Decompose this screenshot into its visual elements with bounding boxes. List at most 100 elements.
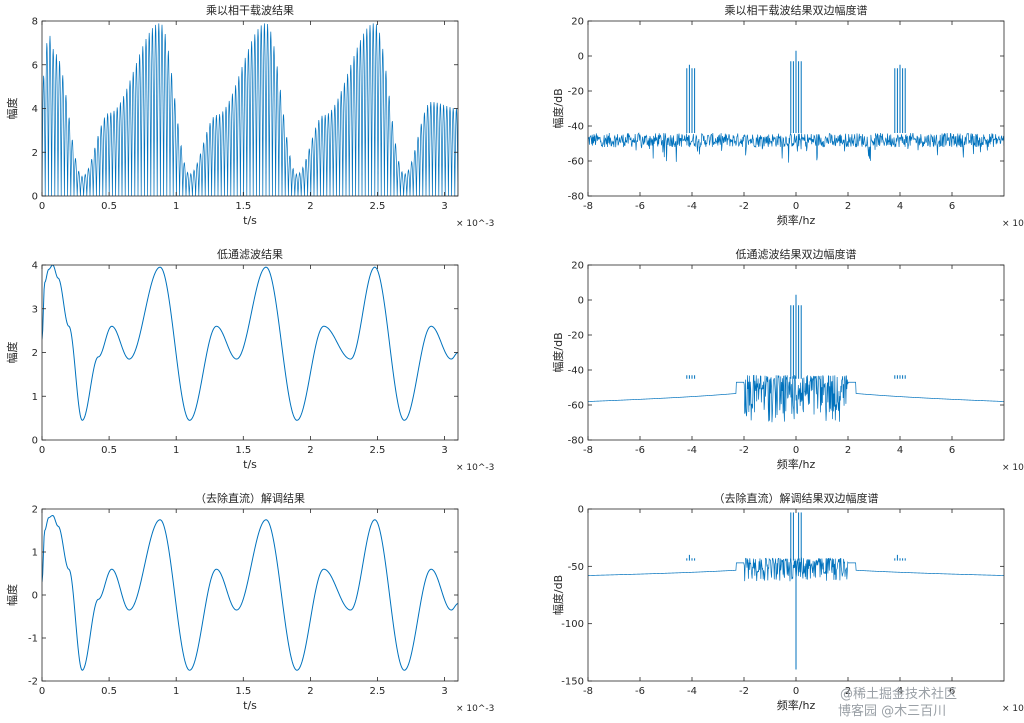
x-tick-label-p6-5: 2 (845, 686, 851, 697)
x-tick-label-p6-0: -8 (583, 686, 593, 697)
plot-area-p6 (588, 512, 1004, 670)
chart-title-p3: 低通滤波结果 (217, 248, 283, 261)
chart-p5: 0 0.5 1 1.5 2 2.5 3 -2 -1 0 1 2 （去除直流）解调结果 t/s 幅度 × 10^… (5, 491, 494, 714)
x-axis-label-p4: 频率/hz (777, 457, 816, 471)
plot-area-p1 (42, 23, 458, 196)
x-tick-label-p3-0: 0 (39, 445, 45, 456)
y-tick-label-p1-0: 0 (32, 192, 38, 203)
y-tick-label-p1-1: 2 (32, 148, 38, 159)
y-tick-label-p3-2: 2 (32, 348, 38, 359)
x-exponent-p3: × 10^-3 (456, 463, 494, 473)
y-axis-label-p3: 幅度 (5, 342, 19, 364)
y-axis-label-p4: 幅度/dB (551, 332, 565, 372)
x-exponent-p2: × 10^4 (1002, 219, 1024, 229)
y-tick-label-p2-5: 20 (571, 17, 584, 28)
x-tick-label-p2-5: 2 (845, 201, 851, 212)
x-tick-label-p4-0: -8 (583, 445, 593, 456)
chart-title-p4: 低通滤波结果双边幅度谱 (736, 247, 857, 261)
x-tick-label-p5-1: 0.5 (101, 686, 117, 697)
x-axis-label-p2: 频率/hz (777, 213, 816, 227)
y-tick-label-p2-0: -80 (568, 192, 584, 203)
x-tick-label-p3-1: 0.5 (101, 445, 117, 456)
x-tick-label-p4-3: -2 (739, 445, 749, 456)
y-axis-label-p1: 幅度 (5, 98, 19, 120)
x-tick-label-p6-7: 6 (949, 686, 955, 697)
x-tick-label-p5-2: 1 (173, 686, 179, 697)
x-tick-label-p6-3: -2 (739, 686, 749, 697)
y-tick-label-p2-3: -20 (568, 87, 584, 98)
x-tick-label-p4-7: 6 (949, 445, 955, 456)
y-tick-label-p5-1: -1 (28, 634, 38, 645)
y-tick-label-p4-5: 20 (571, 261, 584, 272)
spectrum-line-p2 (588, 132, 1004, 163)
series-line-p5-0 (42, 514, 458, 671)
plot-area-p5 (42, 514, 458, 671)
x-tick-label-p3-2: 1 (173, 445, 179, 456)
series-line-p3-0 (42, 265, 458, 421)
chart-p6: -8 -6 -4 -2 0 2 4 6 -150 -100 -50 0 （去除直流）解调结果双边幅度谱频… (551, 491, 1024, 714)
chart-p3: 0 0.5 1 1.5 2 2.5 3 0 1 2 3 4 低通滤波结果 t/s 幅度 × 10^-3 (5, 248, 494, 473)
x-tick-label-p2-2: -4 (687, 201, 697, 212)
x-tick-label-p3-3: 1.5 (235, 445, 251, 456)
y-tick-label-p4-4: 0 (578, 296, 584, 307)
x-tick-label-p6-2: -4 (687, 686, 697, 697)
plot-area-p2 (588, 50, 1004, 163)
y-tick-label-p1-2: 4 (32, 104, 38, 115)
y-tick-label-p3-1: 1 (32, 392, 38, 403)
x-tick-label-p5-6: 3 (441, 686, 447, 697)
y-tick-label-p5-3: 1 (32, 548, 38, 559)
x-tick-label-p4-5: 2 (845, 445, 851, 456)
axes-box-p5 (41, 508, 459, 682)
x-tick-label-p3-5: 2.5 (370, 445, 386, 456)
x-tick-label-p2-0: -8 (583, 201, 593, 212)
y-tick-label-p6-1: -100 (561, 619, 584, 630)
x-tick-label-p1-2: 1 (173, 201, 179, 212)
chart-p4: -8 -6 -4 -2 0 2 4 6-80-60-40-20020低通滤波结果双边幅度谱频率… (551, 247, 1024, 473)
y-tick-label-p2-4: 0 (578, 52, 584, 63)
x-tick-label-p1-5: 2.5 (370, 201, 386, 212)
y-tick-label-p4-1: -60 (568, 401, 584, 412)
x-tick-label-p6-4: 0 (793, 686, 799, 697)
chart-p2: -8 -6 -4 -2 0 2 4 6-80-60-40-20020乘以相干载波结果双边幅度谱… (551, 3, 1024, 229)
x-tick-label-p4-6: 4 (897, 445, 903, 456)
x-axis-label-p5: t/s (243, 699, 257, 712)
x-tick-label-p3-4: 2 (307, 445, 313, 456)
plot-area-p4 (588, 294, 1004, 423)
y-axis-label-p5: 幅度 (5, 584, 19, 606)
y-axis-label-p2: 幅度/dB (551, 88, 565, 128)
x-tick-label-p6-1: -6 (635, 686, 645, 697)
x-exponent-p5: × 10^-3 (456, 704, 494, 714)
y-tick-label-p6-0: -150 (561, 677, 584, 688)
y-tick-label-p6-2: -50 (568, 562, 584, 573)
watermark-text: @稀土掘金技术社区 (840, 686, 957, 702)
chart-title-p6: （去除直流）解调结果双边幅度谱 (714, 491, 879, 505)
x-tick-label-p4-2: -4 (687, 445, 697, 456)
x-tick-label-p1-3: 1.5 (235, 201, 251, 212)
chart-title-p5: （去除直流）解调结果 (195, 491, 305, 505)
x-tick-label-p4-4: 0 (793, 445, 799, 456)
y-tick-label-p1-3: 6 (32, 60, 38, 71)
x-tick-label-p3-6: 3 (441, 445, 447, 456)
y-axis-label-p6: 幅度/dB (551, 575, 565, 615)
y-tick-label-p4-2: -40 (568, 366, 584, 377)
x-tick-label-p2-4: 0 (793, 201, 799, 212)
y-tick-label-p2-1: -60 (568, 157, 584, 168)
y-tick-label-p3-4: 4 (32, 261, 38, 272)
y-tick-label-p3-0: 0 (32, 436, 38, 447)
y-tick-label-p4-0: -80 (568, 436, 584, 447)
y-tick-label-p1-4: 8 (32, 17, 38, 28)
chart-p1: 0 0.5 1 1.5 2 2.5 3 0 2 4 6 8 乘以相干载波结果 t/s 幅度 × 10^-3 (5, 4, 494, 229)
x-tick-label-p2-1: -6 (635, 201, 645, 212)
x-axis-label-p3: t/s (243, 458, 257, 471)
y-tick-label-p6-3: 0 (578, 505, 584, 516)
x-axis-label-p1: t/s (243, 214, 257, 227)
x-tick-label-p2-3: -2 (739, 201, 749, 212)
x-tick-label-p2-7: 6 (949, 201, 955, 212)
y-tick-label-p5-4: 2 (32, 505, 38, 516)
chart-title-p2: 乘以相干载波结果双边幅度谱 (725, 3, 868, 17)
y-tick-label-p2-2: -40 (568, 122, 584, 133)
y-tick-label-p5-0: -2 (28, 677, 38, 688)
x-tick-label-p1-1: 0.5 (101, 201, 117, 212)
spectrum-line-p4 (588, 374, 1004, 423)
